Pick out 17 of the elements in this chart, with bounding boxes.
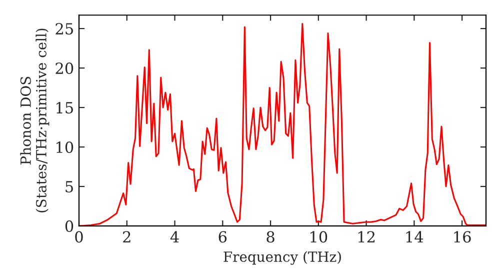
x-tick-label: 6 [218, 231, 227, 243]
x-tick-label: 10 [310, 231, 328, 243]
x-tick-label: 16 [454, 231, 471, 243]
y-tick-label: 20 [56, 62, 74, 74]
x-tick-label: 8 [266, 231, 274, 243]
x-axis-title: Frequency (THz) [224, 251, 341, 265]
y-tick-label: 5 [66, 181, 73, 192]
y-tick-label: 15 [56, 102, 73, 114]
x-tick-label: 12 [358, 231, 375, 242]
y-tick-label: 10 [56, 141, 74, 154]
y-tick-label: 0 [65, 220, 74, 232]
x-tick-label: 14 [406, 231, 424, 242]
x-tick-label: 0 [75, 231, 83, 243]
y-tick-label: 25 [56, 23, 73, 35]
x-tick-label: 2 [123, 231, 130, 242]
y-axis-title: Phonon DOS (States/THz·primitive cell) [20, 28, 50, 212]
x-tick-label: 4 [170, 231, 179, 242]
